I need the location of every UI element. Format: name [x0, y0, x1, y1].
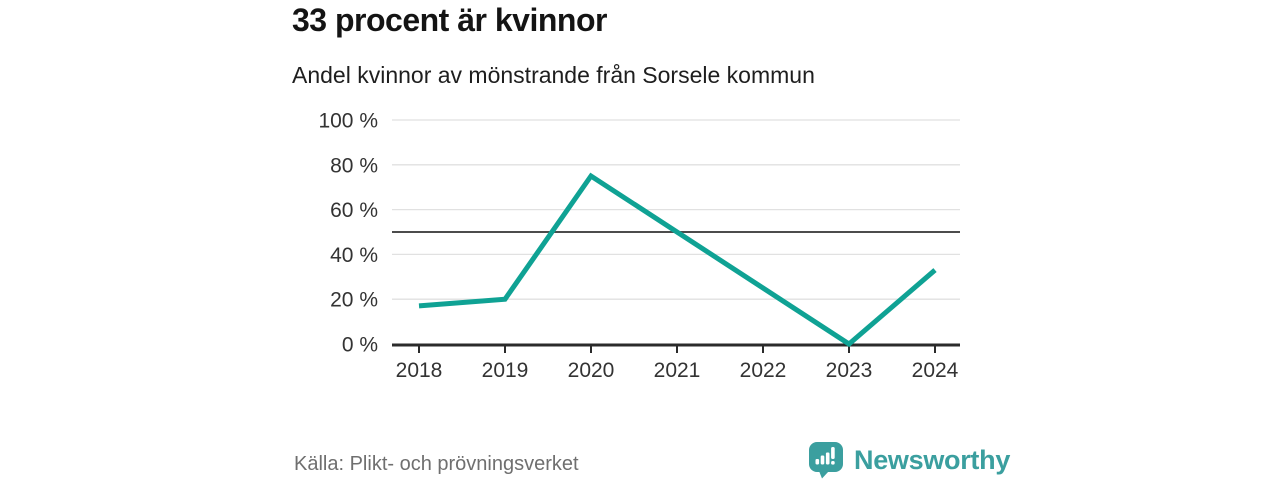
y-tick-label: 80 %: [330, 154, 378, 177]
x-tick-label: 2024: [912, 359, 959, 382]
trend-line: [418, 172, 937, 348]
chart-subtitle: Andel kvinnor av mönstrande från Sorsele…: [292, 62, 815, 88]
x-tick-label: 2022: [740, 359, 787, 382]
y-tick-label: 60 %: [330, 199, 378, 222]
y-tick-label: 40 %: [330, 244, 378, 267]
newsworthy-logo-icon: [809, 442, 843, 479]
y-tick-label: 20 %: [330, 289, 378, 312]
x-tick-label: 2021: [654, 359, 701, 382]
x-tick-label: 2023: [826, 359, 873, 382]
y-tick-label: 100 %: [318, 110, 378, 133]
x-tick-label: 2020: [568, 359, 615, 382]
line-chart-plot: 0 % 20 % 40 % 60 % 80 % 100 % 2018 2019 2020 2021…: [318, 110, 960, 382]
y-tick-label: 0 %: [342, 334, 378, 357]
newsworthy-logo: Newsworthy: [808, 441, 1010, 479]
brand-name: Newsworthy: [854, 445, 1011, 475]
source-note: Källa: Plikt- och prövningsverket: [294, 453, 579, 475]
x-tick-label: 2018: [396, 359, 443, 382]
chart-title: 33 procent är kvinnor: [292, 2, 607, 38]
x-tick-label: 2019: [482, 359, 529, 382]
